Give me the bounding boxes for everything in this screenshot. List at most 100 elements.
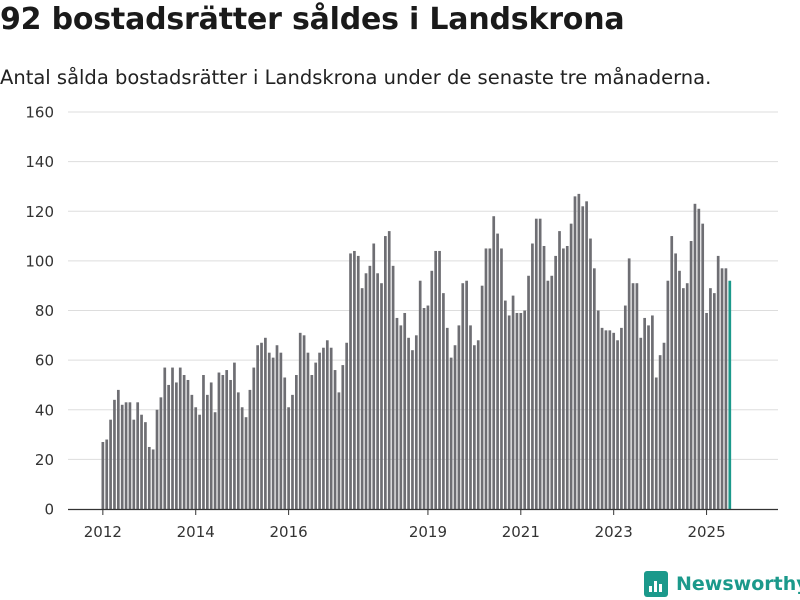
- bar: [511, 295, 515, 509]
- bar: [635, 283, 639, 509]
- bar: [182, 375, 186, 509]
- bar: [345, 342, 349, 509]
- bar: [627, 258, 631, 509]
- brand-name: Newsworthy: [676, 573, 800, 595]
- bar: [271, 357, 275, 509]
- bar: [252, 367, 256, 509]
- bar: [461, 283, 465, 509]
- bar: [240, 407, 244, 509]
- bar: [623, 305, 627, 509]
- bar: [488, 248, 492, 509]
- bar: [306, 352, 310, 509]
- bar: [128, 402, 132, 509]
- x-tick-label: 2016: [270, 523, 308, 541]
- bar: [116, 389, 120, 509]
- bar: [147, 446, 151, 509]
- bar: [233, 362, 236, 509]
- bar: [140, 414, 143, 509]
- bar: [724, 268, 728, 509]
- bar: [581, 206, 585, 509]
- bar: [399, 325, 403, 509]
- y-tick-label: 0: [44, 501, 54, 519]
- bar: [202, 375, 205, 509]
- bar: [643, 317, 646, 509]
- bar: [291, 394, 294, 509]
- bar: [322, 347, 325, 509]
- bar: [221, 375, 225, 509]
- bar: [384, 236, 387, 509]
- bar: [391, 265, 395, 509]
- bar: [395, 317, 399, 509]
- bar: [538, 218, 542, 509]
- bar: [264, 337, 267, 509]
- bar: [546, 280, 550, 509]
- bar: [283, 377, 287, 509]
- bar: [356, 255, 360, 509]
- bar: [527, 275, 530, 509]
- bar: [465, 280, 468, 509]
- bar: [349, 253, 352, 509]
- bar: [577, 193, 581, 509]
- newsworthy-logo-icon: [644, 571, 668, 597]
- bar: [620, 327, 623, 509]
- bar: [360, 288, 364, 509]
- chart-title: 92 bostadsrätter såldes i Landskrona: [0, 2, 625, 37]
- y-tick-label: 140: [25, 153, 54, 171]
- last-value-label: 92: [734, 0, 754, 4]
- bar: [353, 250, 356, 509]
- bar: [422, 308, 426, 509]
- bar: [662, 342, 666, 509]
- bar: [302, 335, 306, 509]
- bar: [469, 325, 472, 509]
- bar: [523, 310, 527, 509]
- bar: [217, 372, 221, 509]
- bar: [109, 419, 112, 509]
- bar: [113, 399, 116, 509]
- bar: [225, 370, 229, 509]
- bar: [151, 449, 155, 509]
- bar: [558, 231, 561, 509]
- bar: [205, 394, 209, 509]
- bar: [341, 365, 345, 509]
- bar: [159, 397, 163, 509]
- bar: [438, 250, 441, 509]
- bar: [589, 238, 592, 509]
- bar: [531, 243, 534, 509]
- x-tick-label: 2021: [502, 523, 540, 541]
- bar: [670, 236, 674, 509]
- bar: [639, 337, 643, 509]
- bar: [244, 417, 248, 509]
- bar: [275, 345, 279, 509]
- bar: [376, 273, 379, 509]
- bar: [689, 241, 693, 509]
- bar: [709, 288, 712, 509]
- bar: [411, 350, 414, 509]
- bar: [287, 407, 290, 509]
- bar: [496, 233, 499, 510]
- bar: [194, 407, 198, 509]
- bar: [612, 332, 616, 509]
- bar: [720, 268, 724, 509]
- bar: [163, 367, 167, 509]
- bar: [120, 404, 124, 509]
- bar: [295, 375, 298, 509]
- x-tick-label: 2019: [409, 523, 447, 541]
- y-axis-ticks: 0 20 40 60 80 100 120 140 160: [25, 104, 54, 519]
- y-tick-label: 20: [35, 451, 54, 469]
- bar: [314, 362, 318, 509]
- bar: [155, 409, 159, 509]
- chart-subtitle: Antal sålda bostadsrätter i Landskrona u…: [0, 66, 712, 89]
- bar: [592, 268, 596, 509]
- bar: [573, 196, 577, 510]
- bar: [171, 367, 174, 509]
- bar: [209, 382, 213, 509]
- x-axis-ticks: 2012 2014 2016 2019 2021 2023 2025: [84, 509, 726, 541]
- bar: [631, 283, 635, 509]
- bar: [186, 379, 190, 509]
- bar: [554, 255, 557, 509]
- bar: [457, 325, 461, 509]
- bar: [542, 245, 546, 510]
- bar: [403, 312, 407, 509]
- bar: [442, 293, 445, 509]
